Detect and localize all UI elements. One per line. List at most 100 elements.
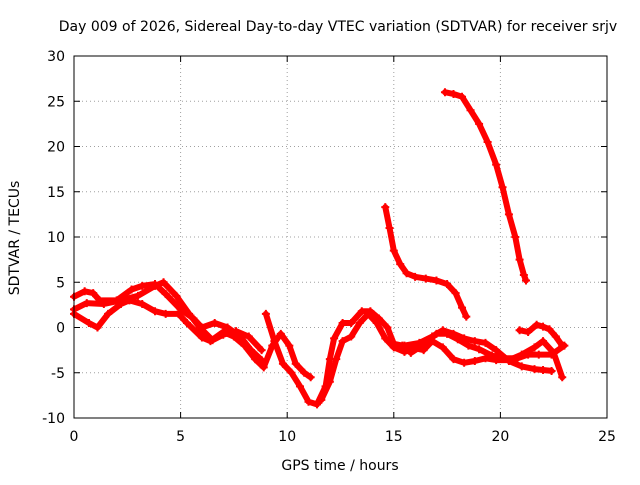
series-trace [71,297,314,381]
data-point [317,395,326,404]
data-point [229,332,238,341]
data-point [355,318,364,327]
data-point [270,337,279,346]
data-point [133,291,142,300]
data-point [161,309,170,318]
data-point [381,203,390,212]
y-tick-label: 15 [47,185,65,201]
data-point [481,354,490,363]
data-point [411,272,420,281]
data-point [547,366,556,375]
data-point [330,334,339,343]
y-tick-label: -10 [42,411,65,427]
data-point [232,327,241,336]
data-point [432,276,441,285]
data-point [551,332,560,341]
data-point [521,276,530,285]
data-point [524,328,533,337]
data-point [530,343,539,352]
data-point [449,329,458,338]
data-point [295,382,304,391]
data-point [504,356,513,365]
data-point [492,160,501,169]
data-point [338,318,347,327]
y-tick-label: 0 [56,321,65,337]
data-point [451,289,460,298]
data-point [458,92,467,101]
data-point [419,346,428,355]
x-axis-label: GPS time / hours [281,458,398,474]
data-point [460,334,469,343]
axis-ticks: 0 5 10 15 20 25 -10 -5 0 5 10 15 20 25 30 [42,49,616,445]
data-point [449,355,458,364]
data-point [517,362,526,371]
data-point [492,356,501,365]
data-point [438,326,447,335]
x-tick-label: 0 [70,429,79,445]
x-tick-label: 5 [176,429,185,445]
data-point [481,338,490,347]
data-point [138,281,147,290]
data-point [385,223,394,232]
data-point [276,329,285,338]
data-point [82,299,91,308]
data-point [291,359,300,368]
data-point [549,348,558,357]
data-point [195,323,204,332]
data-point [251,355,260,364]
data-point [460,358,469,367]
data-point [127,285,136,294]
data-point [462,312,471,321]
data-point [498,183,507,192]
data-point [357,307,366,316]
data-point [219,328,228,337]
x-tick-label: 25 [598,429,616,445]
data-point [470,337,479,346]
data-point [347,332,356,341]
data-point [257,346,266,355]
data-point [483,137,492,146]
y-tick-label: 30 [47,49,65,65]
y-tick-label: 5 [56,275,65,291]
series-track-7 [381,203,471,321]
data-point [300,368,309,377]
data-point [172,291,181,300]
data-point [458,303,467,312]
data-point [306,373,315,382]
data-point [89,289,98,298]
data-point [313,400,322,409]
series-track-9 [515,320,567,350]
x-tick-label: 10 [278,429,296,445]
data-point [440,88,449,97]
data-point [438,343,447,352]
data-point [304,397,313,406]
data-point [99,299,108,308]
data-point [332,355,341,364]
data-point [530,365,539,374]
data-point [519,271,528,280]
data-point [197,333,206,342]
data-point [511,233,520,241]
data-point [125,296,134,305]
data-point [428,332,437,341]
data-point [402,269,411,278]
data-point [504,210,513,219]
data-point [151,307,160,316]
data-point [261,309,270,318]
x-tick-label: 15 [385,429,403,445]
data-point [475,119,484,128]
y-axis-label: SDTVAR / TECUs [7,181,23,296]
data-point [558,373,567,382]
data-point [259,363,268,372]
data-point [161,290,170,299]
data-point [396,260,405,269]
data-point [389,246,398,255]
data-point [80,287,89,296]
data-point [338,337,347,346]
data-point [223,323,232,332]
data-point [558,341,567,350]
data-point [240,341,249,350]
data-point [325,377,334,386]
